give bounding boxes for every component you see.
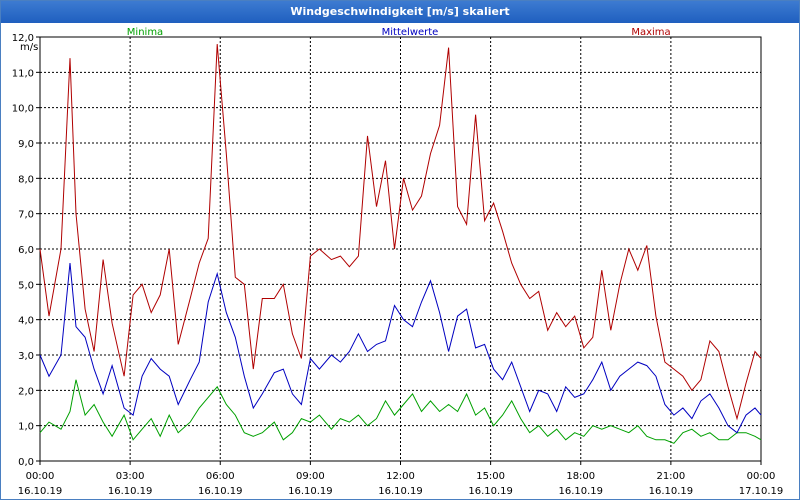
legend-maxima: Maxima [631, 27, 670, 38]
y-tick-label: 11,0 [12, 68, 34, 79]
x-tick-date: 16.10.19 [198, 486, 243, 497]
series-lines [39, 44, 762, 444]
y-tick-label: 12,0 [12, 33, 34, 44]
grid-lines [36, 36, 762, 465]
x-tick-date: 16.10.19 [18, 486, 63, 497]
legend-mittelwerte: Mittelwerte [382, 27, 439, 38]
series-line-mittelwerte [39, 263, 762, 434]
y-tick-label: 4,0 [18, 316, 34, 327]
x-tick-time: 12:00 [386, 471, 415, 482]
y-tick-label: 2,0 [18, 386, 34, 397]
x-tick-date: 16.10.19 [288, 486, 333, 497]
y-axis-label: m/s [20, 42, 38, 53]
y-tick-label: 6,0 [18, 245, 34, 256]
x-tick-time: 21:00 [656, 471, 685, 482]
x-tick-labels: 00:00 16.10.19 03:00 16.10.19 06:00 16.10.19 0… [18, 471, 784, 497]
x-tick-time: 00:00 [747, 471, 776, 482]
legend: Minima Mittelwerte Maxima [127, 27, 671, 38]
x-tick-time: 06:00 [206, 471, 235, 482]
x-tick-time: 03:00 [116, 471, 145, 482]
x-tick-time: 15:00 [476, 471, 505, 482]
x-tick-date: 16.10.19 [108, 486, 153, 497]
legend-minima: Minima [127, 27, 163, 38]
x-tick-date: 16.10.19 [558, 486, 603, 497]
y-tick-labels: 0,0 1,0 2,0 3,0 4,0 5,0 6,0 7,0 8,0 9,0 10,0 11,0 12… [12, 33, 34, 468]
y-tick-label: 1,0 [18, 422, 34, 433]
series-line-minima [39, 379, 762, 444]
y-tick-label: 10,0 [12, 104, 34, 115]
y-tick-label: 8,0 [18, 174, 34, 185]
series-line-maxima [39, 44, 762, 421]
x-tick-date: 16.10.19 [649, 486, 694, 497]
x-tick-time: 00:00 [26, 471, 55, 482]
x-tick-date: 17.10.19 [739, 486, 784, 497]
y-tick-label: 7,0 [18, 210, 34, 221]
x-tick-date: 16.10.19 [468, 486, 513, 497]
y-tick-label: 9,0 [18, 139, 34, 150]
y-tick-label: 3,0 [18, 351, 34, 362]
y-tick-label: 0,0 [18, 457, 34, 468]
y-tick-label: 5,0 [18, 280, 34, 291]
x-tick-date: 16.10.19 [378, 486, 423, 497]
x-tick-time: 18:00 [566, 471, 595, 482]
window-title: Windgeschwindigkeit [m/s] skaliert [1, 1, 799, 23]
x-tick-time: 09:00 [296, 471, 325, 482]
